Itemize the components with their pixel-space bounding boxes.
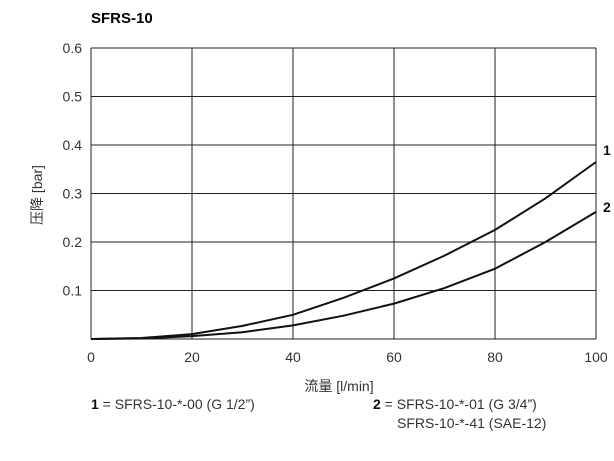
y-tick-label: 0.3 bbox=[63, 186, 83, 202]
legend-text-2b: SFRS-10-*-41 (SAE-12) bbox=[397, 415, 547, 431]
x-tick-label: 20 bbox=[184, 349, 200, 365]
y-tick-label: 0.4 bbox=[63, 137, 83, 153]
series-label-1: 1 bbox=[603, 142, 611, 158]
legend-text-2: = SFRS-10-*-01 (G 3/4”) bbox=[380, 396, 537, 412]
grid bbox=[90, 47, 597, 340]
y-axis-label: 压降 [bar] bbox=[29, 165, 45, 225]
chart-title: SFRS-10 bbox=[91, 10, 153, 27]
x-tick-label: 100 bbox=[584, 349, 608, 365]
tick-labels: 0 20 40 60 80 100 0.1 0.2 0.3 0.4 0.5 0.6 bbox=[63, 40, 608, 365]
series-curve-1 bbox=[90, 161, 597, 340]
y-tick-label: 0.1 bbox=[63, 283, 83, 299]
x-tick-label: 0 bbox=[87, 349, 95, 365]
series-curve-2 bbox=[90, 211, 597, 340]
legend-item-1: 1 = SFRS-10-*-00 (G 1/2”) bbox=[91, 395, 255, 414]
y-tick-label: 0.6 bbox=[63, 40, 83, 56]
x-tick-label: 40 bbox=[285, 349, 301, 365]
legend-number-1: 1 bbox=[91, 396, 99, 412]
y-tick-label: 0.2 bbox=[63, 234, 83, 250]
legend-item-2: 2 = SFRS-10-*-01 (G 3/4”) SFRS-10-*-41 (… bbox=[373, 395, 546, 433]
x-tick-label: 80 bbox=[487, 349, 503, 365]
legend-number-2: 2 bbox=[373, 396, 381, 412]
curves: 12 bbox=[90, 142, 611, 340]
x-tick-label: 60 bbox=[386, 349, 402, 365]
series-label-2: 2 bbox=[603, 199, 611, 215]
y-tick-label: 0.5 bbox=[63, 89, 83, 105]
legend-text-1: = SFRS-10-*-00 (G 1/2”) bbox=[98, 396, 255, 412]
x-axis-label: 流量 [l/min] bbox=[304, 378, 373, 394]
